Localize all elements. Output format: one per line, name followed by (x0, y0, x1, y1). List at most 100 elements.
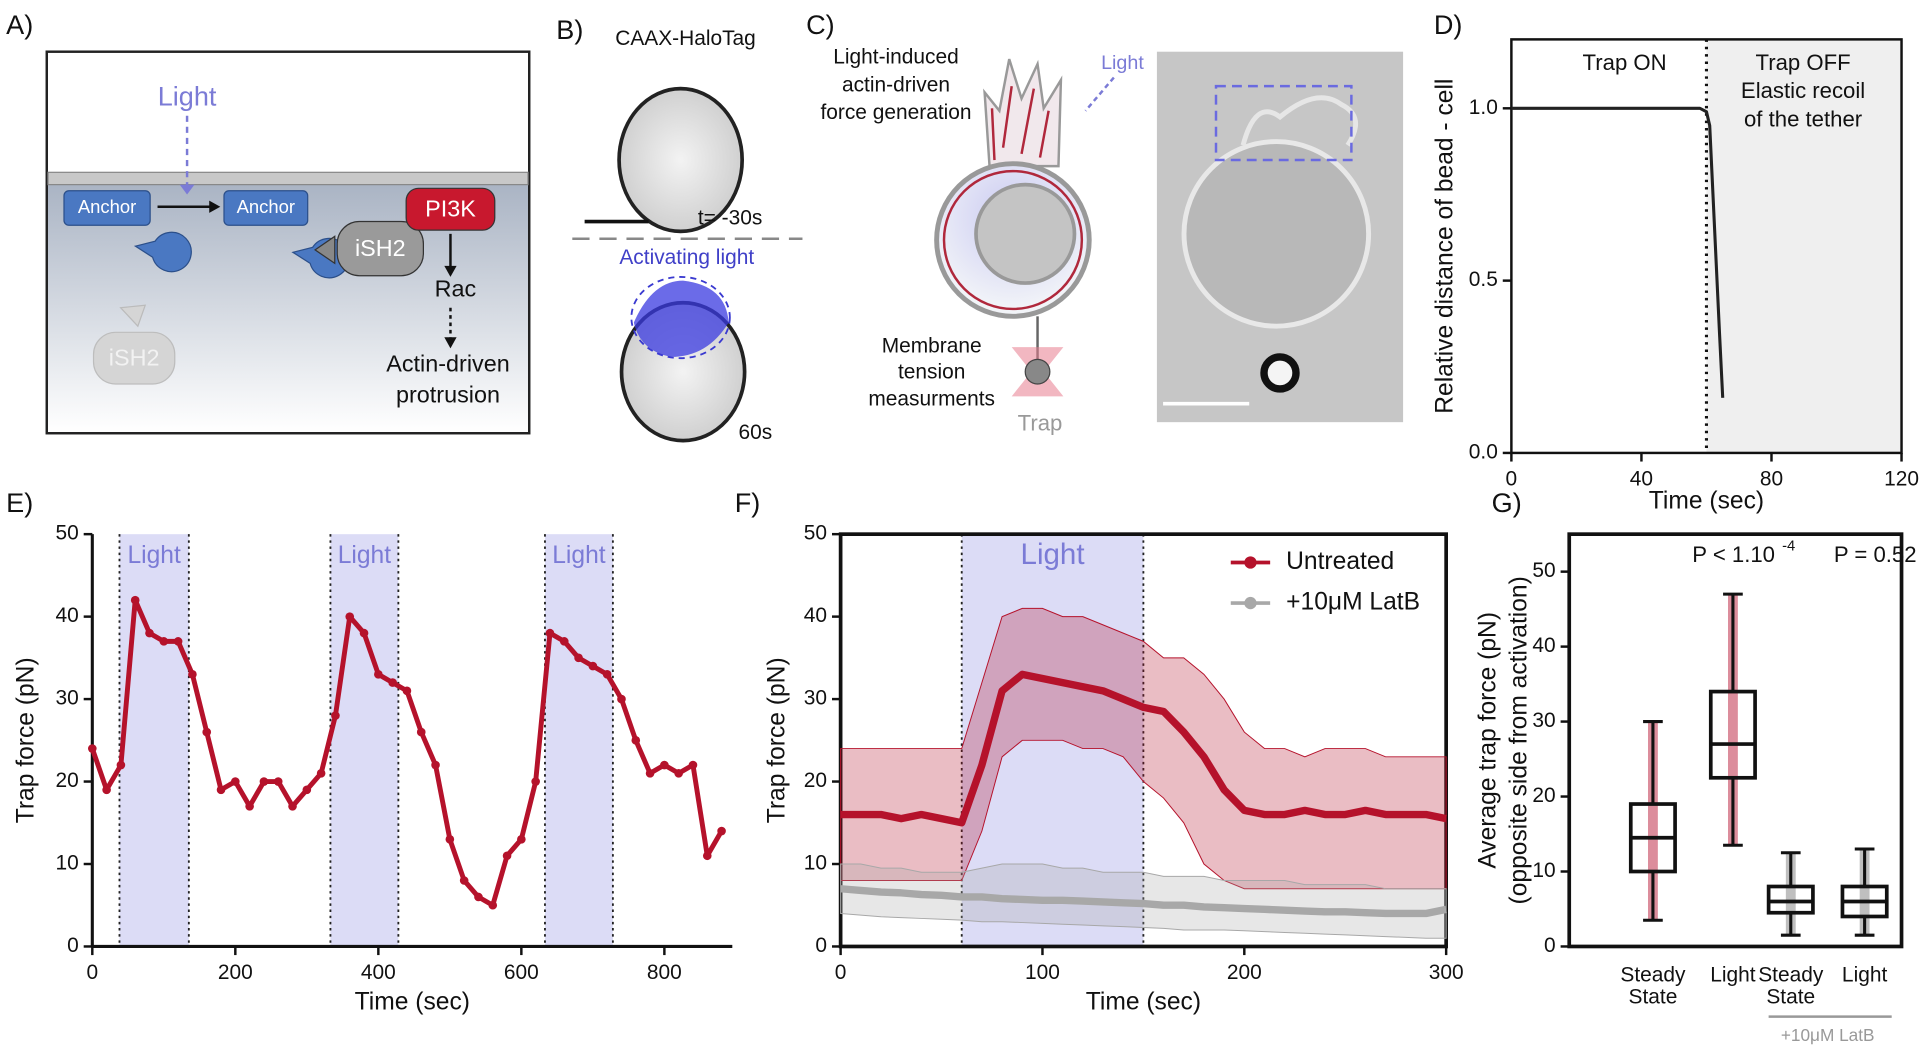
outcome-label: protrusion (396, 381, 500, 407)
data-point (660, 760, 669, 770)
y-tick-label: 30 (1532, 709, 1555, 732)
pi3k (405, 187, 496, 231)
y-tick-label: 50 (804, 522, 827, 545)
ish2-label: iSH2 (109, 345, 160, 371)
data-point (116, 760, 126, 770)
data-point (688, 760, 698, 770)
data-point (416, 727, 426, 737)
box-points (1648, 721, 1658, 921)
plot-frame (838, 532, 1448, 949)
diagram-label: Membrane (882, 335, 982, 358)
ish2-free (92, 331, 176, 385)
rac-label: Rac (435, 276, 477, 302)
y-axis-label: Average trap force (pN) (1475, 612, 1502, 869)
panel-label: E) (6, 487, 33, 518)
x-tick-label: 120 (1884, 468, 1919, 491)
data-point (302, 785, 312, 795)
y-axis-label: Trap force (pN) (13, 657, 40, 823)
data-point (345, 612, 355, 621)
x-tick-label: 800 (647, 961, 682, 984)
data-point (159, 637, 169, 646)
roi (1214, 84, 1353, 162)
x-axis-label: Time (sec) (355, 989, 470, 1016)
nucleus (974, 182, 1077, 285)
membrane (47, 171, 529, 186)
data-point (545, 628, 555, 638)
box-points (1859, 849, 1870, 936)
data-point (273, 777, 283, 786)
time-label: 60s (738, 421, 772, 444)
y-tick-label: 0.0 (1469, 440, 1498, 463)
data-point (474, 892, 483, 902)
annotation: of the tether (1744, 106, 1862, 131)
y-axis-label: Trap force (pN) (763, 657, 790, 823)
panel-b: B) CAAX-HaloTag t= -30s Activating light… (556, 14, 803, 444)
anchor (63, 190, 151, 226)
annotation: Trap ON (1583, 50, 1667, 75)
data-point (374, 670, 383, 679)
activation-label: Activating light (619, 246, 754, 269)
y-tick-label: 0.5 (1469, 268, 1498, 291)
y-axis-label: (opposite side from activation) (1506, 576, 1533, 904)
data-line (840, 885, 1447, 918)
group-label: +10μM LatB (1781, 1025, 1875, 1045)
error-band (840, 607, 1447, 890)
band-label: Light (552, 542, 606, 569)
panel-label: F) (735, 487, 761, 518)
lov-domain (133, 231, 192, 273)
annotation: P < 1.10 (1692, 542, 1775, 567)
panel-title: CAAX-HaloTag (615, 27, 756, 50)
y-tick-label: 40 (56, 604, 79, 627)
annotation: Trap OFF (1756, 50, 1851, 75)
data-point (717, 826, 726, 836)
box-points (1728, 594, 1738, 846)
band-label: Light (127, 542, 181, 569)
x-tick-label: State (1629, 986, 1678, 1009)
legend-marker (1244, 596, 1257, 610)
y-tick-label: 20 (1532, 784, 1555, 807)
data-point (702, 851, 712, 861)
y-tick-label: 10 (804, 852, 827, 875)
data-point (388, 678, 397, 687)
annotation: Elastic recoil (1741, 78, 1865, 103)
data-point (645, 768, 655, 778)
box (1708, 689, 1757, 780)
annotation: P = 0.52 (1834, 542, 1917, 567)
x-axis-label: Time (sec) (1649, 488, 1764, 515)
light-arrow (1084, 76, 1115, 112)
diagram-label: tension (898, 360, 965, 383)
data-point (202, 727, 212, 737)
chart: D) 0.0 0.5 1.0 0 40 80 120 Relative distance of … (1432, 9, 1919, 514)
panel-label: C) (806, 9, 835, 40)
outcome-label: Actin-driven (386, 351, 509, 377)
bead (1024, 358, 1051, 385)
chart: G) 0 10 20 30 40 50 Average trap force (pN) (opp… (1475, 487, 1917, 1045)
x-tick-label: 0 (86, 961, 98, 984)
band-label: Light (1021, 538, 1085, 571)
data-point (459, 876, 469, 885)
data-point (216, 785, 226, 795)
data-point (259, 777, 269, 786)
y-tick-label: 0 (815, 934, 827, 957)
x-tick-label: Steady (1758, 964, 1824, 987)
time-label: t= -30s (698, 207, 763, 230)
data-point (631, 736, 641, 745)
arrow-head (179, 184, 195, 195)
bead-image (1260, 353, 1300, 393)
panel-label: B) (556, 14, 583, 45)
ssp-tag (119, 304, 147, 328)
pi3k-label: PI3K (425, 196, 476, 222)
ish2-label: iSH2 (355, 235, 406, 261)
data-point (517, 834, 526, 844)
y-tick-label: 20 (804, 769, 827, 792)
data-point (617, 694, 626, 704)
diagram-label: force generation (820, 101, 971, 124)
data-point (173, 637, 183, 646)
data-point (102, 785, 111, 795)
data-point (602, 670, 612, 679)
plot-frame (1510, 38, 1903, 455)
shaded-region (1706, 39, 1902, 453)
panel-label: G) (1492, 487, 1522, 518)
data-point (331, 711, 340, 720)
